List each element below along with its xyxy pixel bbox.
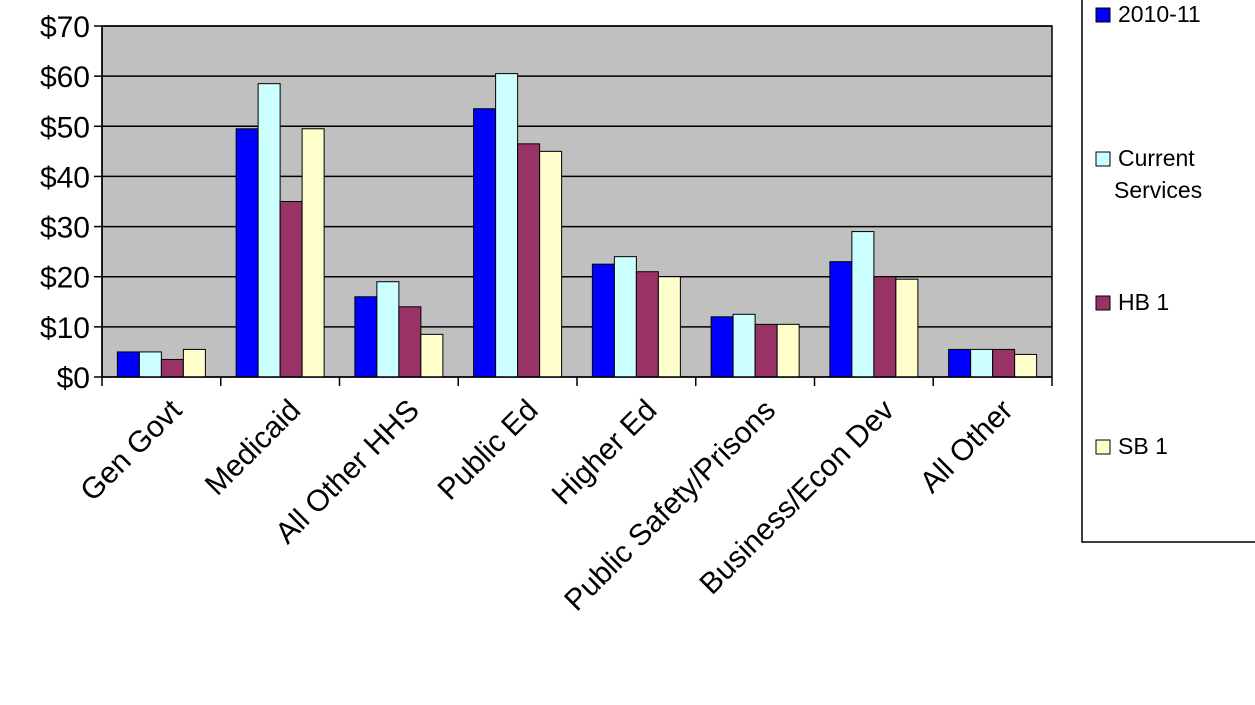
bar-sb-1-0 [182, 348, 206, 378]
bar-2010-11-3 [473, 108, 497, 378]
bar-2010-11-5 [710, 316, 734, 378]
bar-current-services-5 [732, 313, 756, 378]
bar-2010-11-1 [235, 128, 259, 378]
x-tick-label: All Other [914, 394, 1020, 500]
x-tick-label: Business/Econ Dev [694, 394, 901, 601]
legend-swatch [1095, 7, 1111, 23]
y-tick-label: $70 [40, 11, 90, 44]
bar-current-services-4 [613, 256, 637, 378]
y-tick-label: $60 [40, 61, 90, 94]
legend-label: 2010-11 [1118, 1, 1201, 27]
y-tick-label: $50 [40, 111, 90, 144]
bar-current-services-1 [257, 83, 281, 378]
x-tick-label: Public Safety/Prisons [558, 394, 782, 618]
x-tick-label: Public Ed [432, 394, 545, 507]
bar-current-services-6 [851, 231, 875, 378]
bar-2010-11-7 [948, 348, 972, 378]
bar-2010-11-2 [354, 296, 378, 378]
legend-swatch [1095, 295, 1111, 311]
bar-current-services-0 [138, 351, 162, 378]
y-axis-ticks: $0 $10 $20 $30 $40 $50 $60 $70 [40, 11, 102, 395]
bar-sb-1-4 [657, 276, 681, 378]
bar-hb-1-7 [992, 348, 1016, 378]
bar-sb-1-3 [539, 150, 563, 378]
legend-box [1081, 0, 1255, 543]
legend-label: Current Services [1114, 145, 1202, 203]
legend-label: HB 1 [1118, 289, 1169, 315]
bars [116, 73, 1038, 378]
bar-2010-11-0 [116, 351, 140, 378]
legend: 2010-11 Current Services HB 1 SB 1 [1081, 0, 1255, 543]
y-tick-label: $40 [40, 161, 90, 194]
x-tick-label: Medicaid [199, 394, 307, 502]
bar-current-services-7 [970, 348, 994, 378]
x-tick-label: Gen Govt [74, 393, 189, 508]
y-tick-label: $20 [40, 262, 90, 295]
bar-hb-1-2 [398, 306, 422, 378]
legend-label: SB 1 [1118, 433, 1168, 459]
bar-hb-1-4 [635, 271, 659, 378]
bar-hb-1-0 [160, 358, 184, 378]
bar-hb-1-5 [754, 323, 778, 378]
bar-current-services-3 [495, 73, 519, 378]
bar-sb-1-6 [895, 278, 919, 378]
legend-swatch [1095, 151, 1111, 167]
y-tick-label: $30 [40, 212, 90, 245]
bar-2010-11-6 [829, 261, 853, 378]
bar-hb-1-1 [279, 201, 303, 378]
x-tick-label: Higher Ed [546, 394, 664, 512]
bar-sb-1-5 [776, 323, 800, 378]
bar-sb-1-1 [301, 128, 325, 378]
axes [101, 26, 1053, 386]
bar-hb-1-6 [873, 276, 897, 378]
bar-sb-1-7 [1014, 353, 1038, 378]
bar-current-services-2 [376, 281, 400, 378]
bar-hb-1-3 [517, 143, 541, 378]
y-tick-label: $0 [57, 362, 90, 395]
legend-swatch [1095, 439, 1111, 455]
y-tick-label: $10 [40, 312, 90, 345]
bar-sb-1-2 [420, 333, 444, 378]
bar-2010-11-4 [591, 263, 615, 378]
